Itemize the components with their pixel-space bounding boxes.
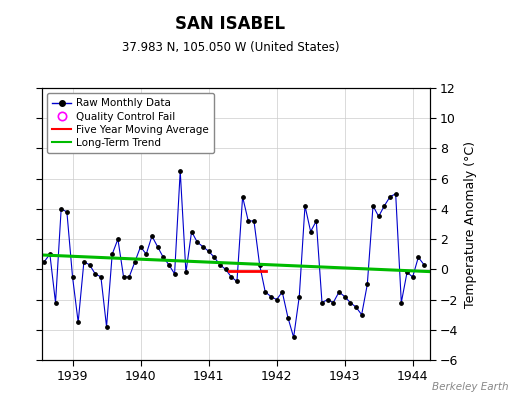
Text: Berkeley Earth: Berkeley Earth xyxy=(432,382,508,392)
Point xyxy=(375,213,383,220)
Point xyxy=(380,203,388,209)
Text: SAN ISABEL: SAN ISABEL xyxy=(176,15,286,33)
Point xyxy=(199,244,207,250)
Point xyxy=(261,289,269,295)
Point xyxy=(238,194,247,200)
Point xyxy=(284,314,292,321)
Point xyxy=(210,254,219,260)
Point xyxy=(68,274,77,280)
Point xyxy=(301,203,309,209)
Point xyxy=(357,312,366,318)
Point xyxy=(391,190,400,197)
Point xyxy=(295,293,303,300)
Point xyxy=(233,278,241,285)
Point xyxy=(323,296,332,303)
Point xyxy=(255,262,264,268)
Point xyxy=(114,236,122,242)
Point xyxy=(272,296,281,303)
Point xyxy=(278,289,287,295)
Point xyxy=(136,244,145,250)
Point xyxy=(182,269,190,276)
Point xyxy=(125,274,134,280)
Point xyxy=(409,274,417,280)
Point xyxy=(159,254,167,260)
Point xyxy=(335,289,343,295)
Point xyxy=(46,251,54,258)
Text: 37.983 N, 105.050 W (United States): 37.983 N, 105.050 W (United States) xyxy=(122,42,340,54)
Point xyxy=(85,262,94,268)
Point xyxy=(312,218,321,224)
Point xyxy=(329,299,337,306)
Point xyxy=(108,251,116,258)
Point xyxy=(74,319,82,326)
Legend: Raw Monthly Data, Quality Control Fail, Five Year Moving Average, Long-Term Tren: Raw Monthly Data, Quality Control Fail, … xyxy=(47,93,214,153)
Point xyxy=(420,262,428,268)
Point xyxy=(307,228,315,235)
Point xyxy=(267,293,275,300)
Point xyxy=(289,334,298,340)
Point xyxy=(63,209,71,215)
Point xyxy=(193,239,201,245)
Point xyxy=(204,248,213,254)
Point xyxy=(148,233,156,239)
Point xyxy=(57,206,66,212)
Point xyxy=(363,281,372,288)
Point xyxy=(102,324,111,330)
Point xyxy=(40,258,48,265)
Y-axis label: Temperature Anomaly (°C): Temperature Anomaly (°C) xyxy=(464,140,477,308)
Point xyxy=(91,271,100,277)
Point xyxy=(170,271,179,277)
Point xyxy=(176,168,184,174)
Point xyxy=(80,258,88,265)
Point xyxy=(154,244,162,250)
Point xyxy=(244,218,253,224)
Point xyxy=(397,299,406,306)
Point xyxy=(142,251,150,258)
Point xyxy=(341,293,349,300)
Point xyxy=(318,299,326,306)
Point xyxy=(403,269,411,276)
Point xyxy=(97,274,105,280)
Point xyxy=(352,304,360,310)
Point xyxy=(165,262,173,268)
Point xyxy=(369,203,377,209)
Point xyxy=(130,258,139,265)
Point xyxy=(227,274,235,280)
Point xyxy=(250,218,258,224)
Point xyxy=(414,254,422,260)
Point xyxy=(51,299,60,306)
Point xyxy=(222,266,230,272)
Point xyxy=(346,299,354,306)
Point xyxy=(216,262,224,268)
Point xyxy=(386,194,394,200)
Point xyxy=(188,228,196,235)
Point xyxy=(119,274,128,280)
